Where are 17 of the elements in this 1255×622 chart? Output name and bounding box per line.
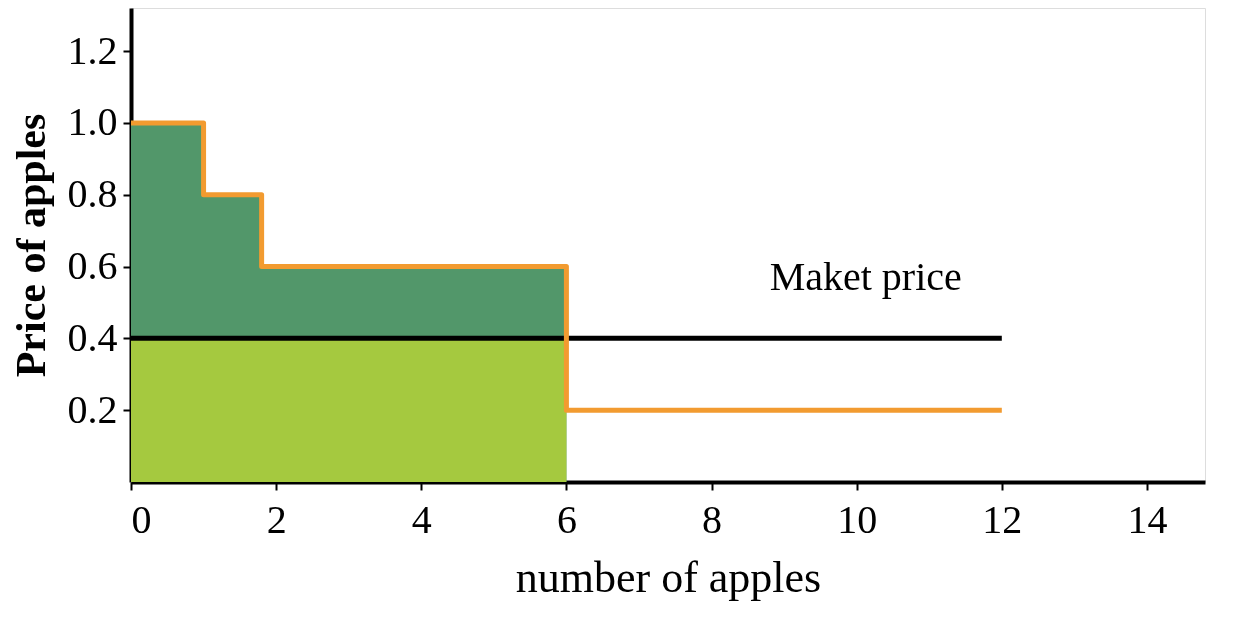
x-tick-label: 6	[556, 496, 577, 542]
y-tick-label: 0.2	[67, 386, 118, 432]
x-tick-label: 10	[837, 496, 878, 542]
y-tick-label: 0.4	[67, 314, 118, 360]
y-tick-label: 0.8	[67, 171, 118, 217]
x-tick-label: 12	[982, 496, 1023, 542]
series-label: Maket price	[769, 254, 962, 300]
x-axis-title: number of apples	[515, 552, 822, 602]
x-tick-label: 2	[266, 496, 287, 542]
x-tick-label: 4	[411, 496, 432, 542]
y-axis-title: Price of apples	[7, 113, 54, 378]
x-tick-label: 8	[702, 496, 723, 542]
y-tick-label: 1.0	[67, 99, 118, 145]
x-tick-label: 0	[131, 496, 152, 542]
y-tick-label: 1.2	[67, 27, 118, 73]
y-tick-label: 0.6	[67, 243, 118, 289]
x-tick-label: 14	[1127, 496, 1168, 542]
